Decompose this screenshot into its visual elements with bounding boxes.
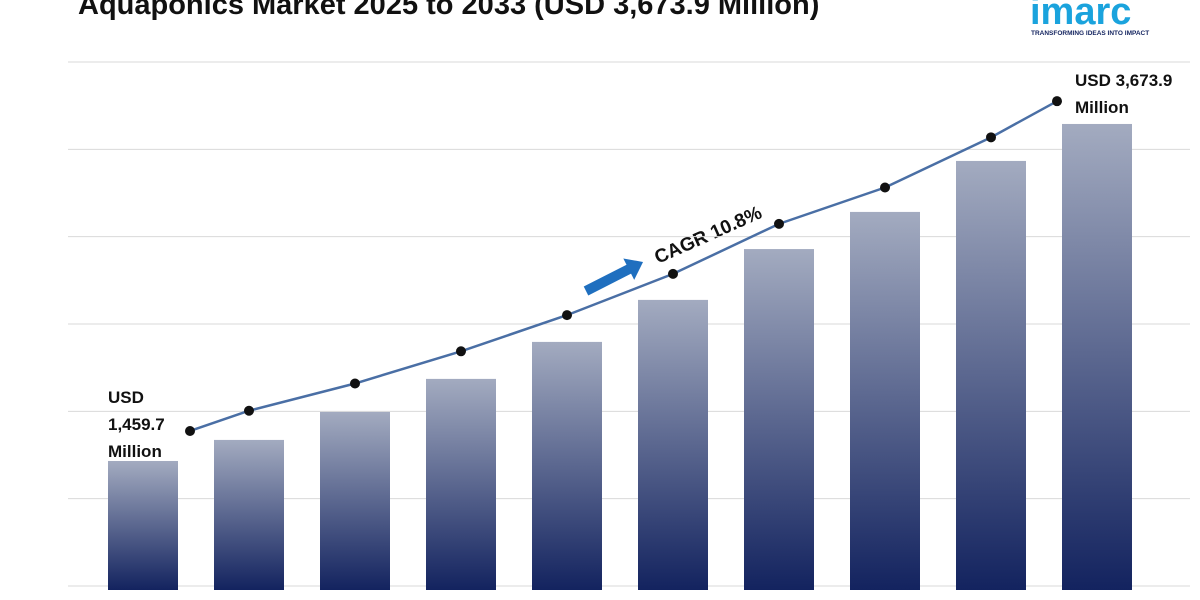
bar	[214, 439, 284, 590]
bar	[532, 341, 602, 590]
bar	[956, 160, 1026, 590]
trend-point	[668, 268, 678, 279]
bar	[1062, 123, 1132, 590]
bar	[108, 460, 178, 590]
trend-point	[562, 310, 572, 321]
brand-tagline: TRANSFORMING IDEAS INTO IMPACT	[1031, 30, 1149, 37]
brand-logo: imarc	[1030, 0, 1131, 33]
cagr-arrow	[583, 258, 644, 296]
trend-point	[1052, 96, 1062, 107]
trend-point	[350, 378, 360, 389]
trend-point	[456, 346, 466, 357]
bar	[850, 211, 920, 590]
bar	[638, 299, 708, 590]
value-label: USD 1,459.7 Million	[108, 388, 165, 461]
bar	[426, 378, 496, 590]
trend-point	[880, 182, 890, 193]
trend-line	[189, 100, 1058, 433]
trend-point	[185, 425, 195, 436]
bar	[320, 411, 390, 590]
trend-point	[244, 405, 254, 416]
value-label: USD 3,673.9 Million	[1075, 71, 1173, 117]
bar	[744, 249, 814, 590]
trend-point	[986, 132, 996, 143]
trend-point	[774, 218, 784, 229]
chart-title: Aquaponics Market 2025 to 2033 (USD 3,67…	[78, 0, 819, 21]
